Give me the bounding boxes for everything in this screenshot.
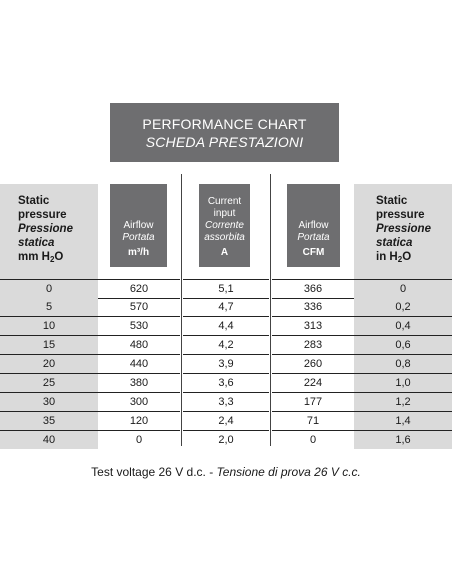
header-text-italian: assorbita (204, 232, 245, 243)
header-airflow-m3h: Airflow Portata m³/h (110, 184, 167, 267)
cell-airflow-cfm: 0 (309, 434, 317, 446)
cell-pressure-mm: 40 (0, 431, 98, 449)
cell-pressure-mm: 10 (0, 317, 98, 336)
cell-pressure-in: 0,8 (354, 355, 452, 374)
cell-current: 4,7 (183, 298, 269, 317)
header-unit: O (402, 251, 412, 263)
header-text: Current (207, 196, 242, 207)
cell-current: 4,2 (183, 336, 269, 355)
table-row: 40 0 2,0 0 1,6 (0, 431, 452, 449)
cell-airflow-cfm: 177 (272, 393, 354, 412)
header-unit: mm H (18, 251, 50, 263)
cell-airflow-m3h: 570 (98, 298, 180, 317)
header-text: Airflow (298, 220, 329, 231)
title-italian: SCHEDA PRESTAZIONI (145, 134, 304, 150)
cell-airflow-cfm: 260 (272, 355, 354, 374)
cell-pressure-mm: 0 (0, 279, 98, 299)
header-static-pressure-in: Static pressure Pressione statica in H2O (354, 184, 452, 279)
footer-italian: Tensione di prova 26 V c.c. (216, 465, 361, 479)
table-row: 10 530 4,4 313 0,4 (0, 317, 452, 336)
header-text-italian: statica (18, 237, 55, 249)
header-unit: m³/h (127, 247, 150, 258)
cell-airflow-m3h: 530 (98, 317, 180, 336)
header-text-italian: Portata (297, 232, 330, 243)
test-voltage-note: Test voltage 26 V d.c. - Tensione di pro… (0, 465, 452, 479)
cell-pressure-in: 1,4 (354, 412, 452, 431)
cell-airflow-cfm: 366 (272, 279, 354, 299)
cell-pressure-in: 1,0 (354, 374, 452, 393)
header-text-italian: Pressione (18, 223, 73, 235)
header-unit-sub: 2 (397, 255, 403, 264)
chart-title-box: PERFORMANCE CHART SCHEDA PRESTAZIONI (110, 103, 339, 162)
cell-airflow-cfm: 283 (272, 336, 354, 355)
cell-airflow-cfm: 313 (272, 317, 354, 336)
table-row: 5 570 4,7 336 0,2 (0, 298, 452, 317)
header-text: Static (376, 195, 408, 207)
header-text-italian: Pressione (376, 223, 431, 235)
cell-pressure-in: 0,4 (354, 317, 452, 336)
cell-current: 3,9 (183, 355, 269, 374)
table-row: 20 440 3,9 260 0,8 (0, 355, 452, 374)
header-unit-sub: 2 (49, 255, 55, 264)
header-static-pressure-mm: Static pressure Pressione statica mm H2O (0, 184, 98, 279)
cell-pressure-in: 1,2 (354, 393, 452, 412)
header-current-input: Current input Corrente assorbita A (199, 184, 250, 267)
footer-english: Test voltage 26 V d.c. - (91, 465, 217, 479)
title-english: PERFORMANCE CHART (142, 116, 307, 132)
table-row: 0 620 5,1 366 0 (0, 279, 452, 299)
header-text-italian: Portata (122, 232, 155, 243)
header-unit: CFM (302, 247, 325, 258)
column-divider (270, 174, 271, 446)
cell-airflow-cfm: 71 (272, 412, 354, 431)
cell-pressure-in: 0,6 (354, 336, 452, 355)
table-row: 25 380 3,6 224 1,0 (0, 374, 452, 393)
header-unit: A (220, 247, 229, 258)
header-unit: O (54, 251, 64, 263)
header-text: Static (18, 195, 50, 207)
cell-airflow-cfm: 336 (272, 298, 354, 317)
cell-airflow-m3h: 0 (135, 434, 143, 446)
cell-pressure-in: 1,6 (354, 431, 452, 449)
header-text: pressure (376, 209, 425, 221)
cell-pressure-mm: 25 (0, 374, 98, 393)
cell-airflow-m3h: 620 (98, 279, 180, 299)
cell-pressure-mm: 15 (0, 336, 98, 355)
cell-airflow-m3h: 440 (98, 355, 180, 374)
cell-current: 4,4 (183, 317, 269, 336)
cell-pressure-mm: 30 (0, 393, 98, 412)
cell-pressure-mm: 5 (0, 298, 98, 317)
cell-pressure-in: 0,2 (354, 298, 452, 317)
cell-current: 5,1 (183, 279, 269, 299)
table-row: 15 480 4,2 283 0,6 (0, 336, 452, 355)
header-text: input (213, 208, 236, 219)
cell-current: 2,4 (183, 412, 269, 431)
header-text: Airflow (123, 220, 154, 231)
header-unit: in H (376, 251, 398, 263)
cell-airflow-m3h: 300 (98, 393, 180, 412)
cell-airflow-m3h: 120 (98, 412, 180, 431)
cell-pressure-mm: 35 (0, 412, 98, 431)
cell-pressure-in: 0 (354, 279, 452, 299)
table-row: 35 120 2,4 71 1,4 (0, 412, 452, 431)
cell-current: 2,0 (218, 434, 234, 446)
table-row: 30 300 3,3 177 1,2 (0, 393, 452, 412)
cell-current: 3,3 (183, 393, 269, 412)
cell-airflow-cfm: 224 (272, 374, 354, 393)
column-divider (181, 174, 182, 446)
header-airflow-cfm: Airflow Portata CFM (287, 184, 340, 267)
cell-airflow-m3h: 380 (98, 374, 180, 393)
cell-pressure-mm: 20 (0, 355, 98, 374)
header-text-italian: statica (376, 237, 413, 249)
cell-airflow-m3h: 480 (98, 336, 180, 355)
header-text: pressure (18, 209, 67, 221)
header-text-italian: Corrente (205, 220, 244, 231)
cell-current: 3,6 (183, 374, 269, 393)
